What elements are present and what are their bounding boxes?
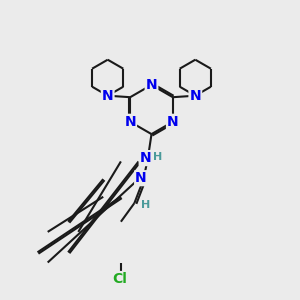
Text: Cl: Cl	[112, 272, 127, 286]
Text: N: N	[102, 89, 113, 103]
Text: N: N	[124, 115, 136, 129]
Text: H: H	[141, 200, 150, 211]
Text: N: N	[135, 171, 147, 185]
Text: N: N	[190, 89, 201, 103]
Text: N: N	[146, 78, 157, 92]
Text: H: H	[153, 152, 162, 162]
Text: N: N	[140, 151, 151, 165]
Text: N: N	[167, 115, 178, 129]
